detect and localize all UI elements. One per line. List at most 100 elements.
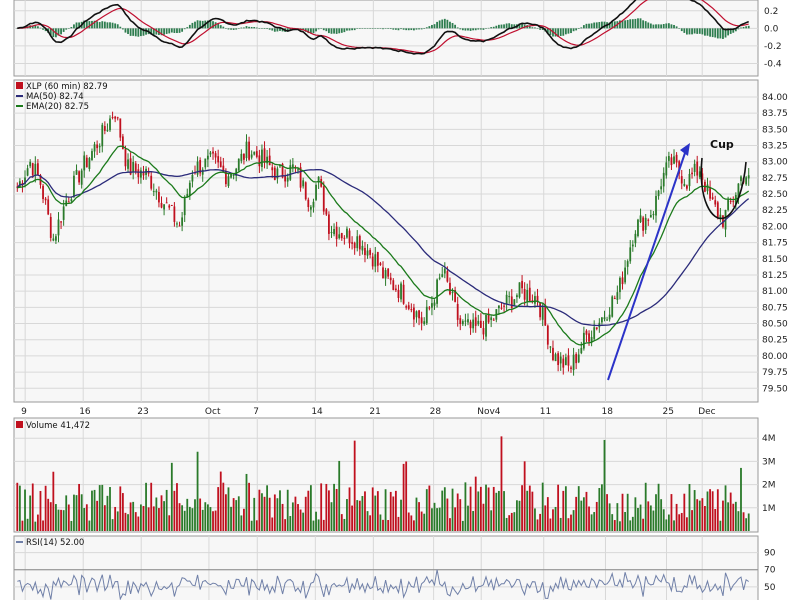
macd-hist-bar <box>655 24 657 29</box>
macd-hist-bar <box>255 27 258 29</box>
macd-hist-bar <box>364 28 366 29</box>
volume-bar <box>516 500 518 531</box>
macd-hist-bar <box>534 27 536 29</box>
candle-body <box>224 171 227 185</box>
candle-body <box>474 317 477 326</box>
volume-bar <box>557 484 560 531</box>
candle-body <box>467 319 469 323</box>
volume-bar <box>670 494 673 531</box>
candle-body <box>142 172 145 176</box>
volume-legend-text: Volume 41,472 <box>26 421 90 431</box>
volume-bar <box>662 509 665 531</box>
macd-hist-bar <box>307 28 310 34</box>
macd-hist-bar <box>261 28 263 29</box>
macd-hist-bar <box>279 28 281 31</box>
volume-bar <box>371 487 374 531</box>
volume-bar <box>333 483 335 531</box>
candle-body <box>52 238 55 241</box>
candle-body <box>176 223 178 225</box>
volume-bar <box>158 508 160 531</box>
volume-bar <box>456 493 459 531</box>
macd-hist-bar <box>531 27 534 29</box>
candle-body <box>616 292 619 300</box>
candle-body <box>601 317 603 323</box>
macd-hist-bar <box>78 22 80 29</box>
volume-bar <box>353 440 356 531</box>
volume-bar <box>137 516 140 531</box>
volume-bar <box>222 482 225 531</box>
macd-hist-bar <box>693 28 696 34</box>
volume-bar <box>315 511 317 531</box>
candle-body <box>585 330 588 335</box>
volume-bar <box>266 485 269 531</box>
candle-body <box>613 298 616 300</box>
price-tick-label: 81.75 <box>762 239 788 249</box>
price-tick-label: 82.50 <box>762 190 788 200</box>
cup-annotation: Cup <box>710 138 734 151</box>
macd-hist-bar <box>438 20 441 29</box>
macd-hist-bar <box>137 28 140 37</box>
price-series <box>16 111 750 376</box>
volume-bar <box>302 512 305 531</box>
volume-bar <box>407 512 410 531</box>
volume-bar <box>294 496 297 531</box>
volume-bar <box>70 520 73 531</box>
macd-hist-bar <box>585 23 588 29</box>
volume-bar <box>101 484 104 531</box>
volume-bar <box>299 509 302 531</box>
macd-hist-bar <box>340 28 343 33</box>
volume-bar <box>624 512 626 531</box>
candle-body <box>44 198 47 201</box>
candle-body <box>351 242 353 244</box>
volume-bar <box>212 511 214 531</box>
candle-body <box>657 190 660 197</box>
macd-hist-bar <box>212 21 214 29</box>
volume-bar <box>449 518 451 531</box>
volume-bar <box>60 509 62 531</box>
volume-bar <box>562 490 565 531</box>
volume-bar <box>340 514 343 531</box>
candle-body <box>680 176 683 184</box>
candle-body <box>330 232 333 234</box>
candle-body <box>47 199 50 215</box>
volume-bar <box>114 506 117 531</box>
candle-body <box>691 172 693 175</box>
volume-bar <box>716 489 719 531</box>
candle-body <box>629 247 632 262</box>
macd-hist-bar <box>505 23 508 29</box>
candle-body <box>155 190 158 193</box>
candle-body <box>340 233 343 239</box>
candle-body <box>103 126 106 131</box>
volume-bar <box>42 520 44 531</box>
volume-bar <box>420 511 423 531</box>
candle-body <box>168 205 171 208</box>
volume-bar <box>693 490 696 531</box>
volume-bar <box>129 502 132 531</box>
volume-bar <box>31 483 34 531</box>
volume-bar <box>595 501 598 531</box>
volume-bar <box>461 520 464 531</box>
macd-hist-bar <box>188 24 191 29</box>
macd-hist-bar <box>649 23 652 29</box>
candle-body <box>595 327 598 330</box>
candle-body <box>227 176 230 186</box>
macd-hist-bar <box>662 24 665 29</box>
macd-hist-bar <box>539 28 542 30</box>
volume-bar <box>165 489 168 531</box>
macd-hist-bar <box>474 28 477 31</box>
macd-hist-bar <box>657 24 660 29</box>
x-tick-label: Dec <box>698 407 715 417</box>
macd-hist-bar <box>286 28 289 32</box>
candle-body <box>173 206 176 222</box>
rsi-tick-label: 50 <box>764 583 776 593</box>
macd-hist-bar <box>698 28 701 34</box>
volume-bar <box>276 498 279 531</box>
candle-body <box>464 320 467 322</box>
candle-body <box>443 268 446 274</box>
volume-bar <box>433 502 436 531</box>
volume-bar <box>286 489 289 531</box>
macd-hist-bar <box>356 28 359 29</box>
candle-body <box>688 173 691 187</box>
macd-hist-bar <box>232 28 235 30</box>
macd-hist-bar <box>253 27 256 29</box>
